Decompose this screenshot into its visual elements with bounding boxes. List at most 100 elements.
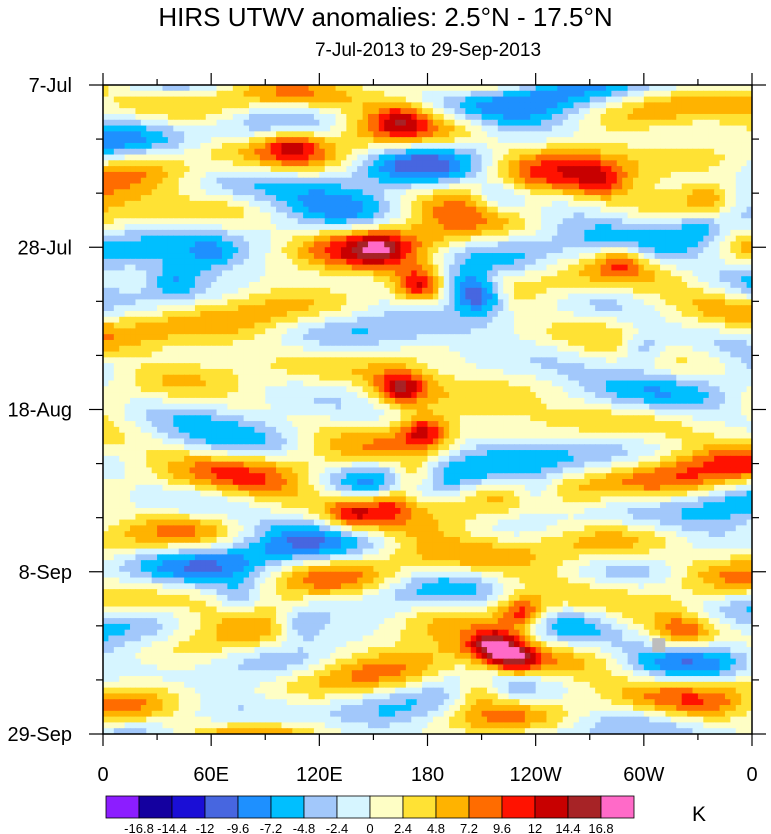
- field-cell: [687, 142, 694, 150]
- field-cell: [476, 200, 483, 208]
- field-cell: [568, 96, 575, 103]
- field-cell: [589, 189, 596, 196]
- field-cell: [357, 276, 364, 283]
- field-cell: [378, 85, 385, 92]
- field-cell: [216, 131, 223, 138]
- field-cell: [297, 137, 304, 144]
- field-cell: [411, 189, 418, 196]
- field-cell: [178, 258, 185, 266]
- field-cell: [486, 310, 493, 318]
- field-cell: [373, 119, 380, 127]
- field-cell: [281, 171, 288, 179]
- field-cell: [259, 276, 266, 283]
- field-cell: [633, 282, 640, 289]
- field-cell: [546, 154, 553, 161]
- field-cell: [665, 166, 672, 173]
- field-cell: [335, 322, 342, 329]
- field-cell: [670, 310, 677, 318]
- field-cell: [184, 218, 191, 225]
- field-cell: [286, 293, 293, 300]
- field-cell: [389, 316, 396, 324]
- field-cell: [449, 195, 456, 202]
- field-cell: [481, 142, 488, 150]
- field-cell: [422, 113, 429, 121]
- field-cell: [438, 200, 445, 208]
- field-cell: [719, 85, 726, 92]
- field-cell: [449, 212, 456, 219]
- field-cell: [378, 310, 385, 318]
- field-cell: [270, 160, 277, 167]
- field-cell: [449, 293, 456, 300]
- field-cell: [238, 299, 245, 306]
- field-cell: [703, 282, 710, 289]
- field-cell: [438, 113, 445, 121]
- field-cell: [162, 293, 169, 300]
- field-cell: [184, 322, 191, 329]
- field-cell: [654, 119, 661, 127]
- field-cell: [395, 253, 402, 260]
- field-cell: [357, 160, 364, 167]
- field-cell: [400, 119, 407, 127]
- field-cell: [481, 125, 488, 132]
- field-cell: [249, 212, 256, 219]
- field-cell: [330, 113, 337, 121]
- field-cell: [643, 224, 650, 231]
- field-cell: [497, 183, 504, 190]
- field-cell: [692, 276, 699, 283]
- field-cell: [292, 299, 299, 306]
- field-cell: [249, 108, 256, 115]
- field-cell: [578, 316, 585, 324]
- field-cell: [681, 189, 688, 196]
- field-cell: [270, 200, 277, 208]
- field-cell: [703, 270, 710, 277]
- field-cell: [232, 90, 239, 98]
- field-cell: [162, 322, 169, 329]
- field-cell: [113, 276, 120, 283]
- field-cell: [411, 287, 418, 295]
- field-cell: [270, 322, 277, 329]
- field-cell: [687, 206, 694, 214]
- field-cell: [459, 108, 466, 115]
- field-cell: [389, 183, 396, 190]
- field-cell: [476, 264, 483, 272]
- field-cell: [297, 241, 304, 248]
- field-cell: [108, 264, 115, 272]
- field-cell: [335, 299, 342, 306]
- field-cell: [497, 247, 504, 254]
- field-cell: [649, 253, 656, 260]
- field-cell: [351, 235, 358, 243]
- field-cell: [676, 235, 683, 243]
- field-cell: [303, 264, 310, 272]
- field-cell: [308, 137, 315, 144]
- field-cell: [622, 160, 629, 167]
- field-cell: [416, 195, 423, 202]
- field-cell: [400, 247, 407, 254]
- field-cell: [211, 218, 218, 225]
- field-cell: [351, 253, 358, 260]
- field-cell: [708, 241, 715, 248]
- field-cell: [719, 316, 726, 324]
- field-cell: [681, 166, 688, 173]
- field-cell: [486, 131, 493, 138]
- field-cell: [514, 229, 521, 237]
- field-cell: [638, 247, 645, 254]
- field-cell: [108, 171, 115, 179]
- field-cell: [151, 137, 158, 144]
- field-cell: [324, 113, 331, 121]
- field-cell: [227, 247, 234, 254]
- field-cell: [335, 305, 342, 312]
- field-cell: [254, 212, 261, 219]
- field-cell: [541, 137, 548, 144]
- field-cell: [649, 212, 656, 219]
- field-cell: [584, 316, 591, 324]
- field-cell: [357, 206, 364, 214]
- field-cell: [389, 160, 396, 167]
- field-cell: [492, 119, 499, 127]
- field-cell: [697, 102, 704, 109]
- field-cell: [584, 229, 591, 237]
- field-cell: [162, 282, 169, 289]
- field-cell: [714, 264, 721, 272]
- field-cell: [384, 137, 391, 144]
- field-cell: [422, 96, 429, 103]
- field-cell: [243, 119, 250, 127]
